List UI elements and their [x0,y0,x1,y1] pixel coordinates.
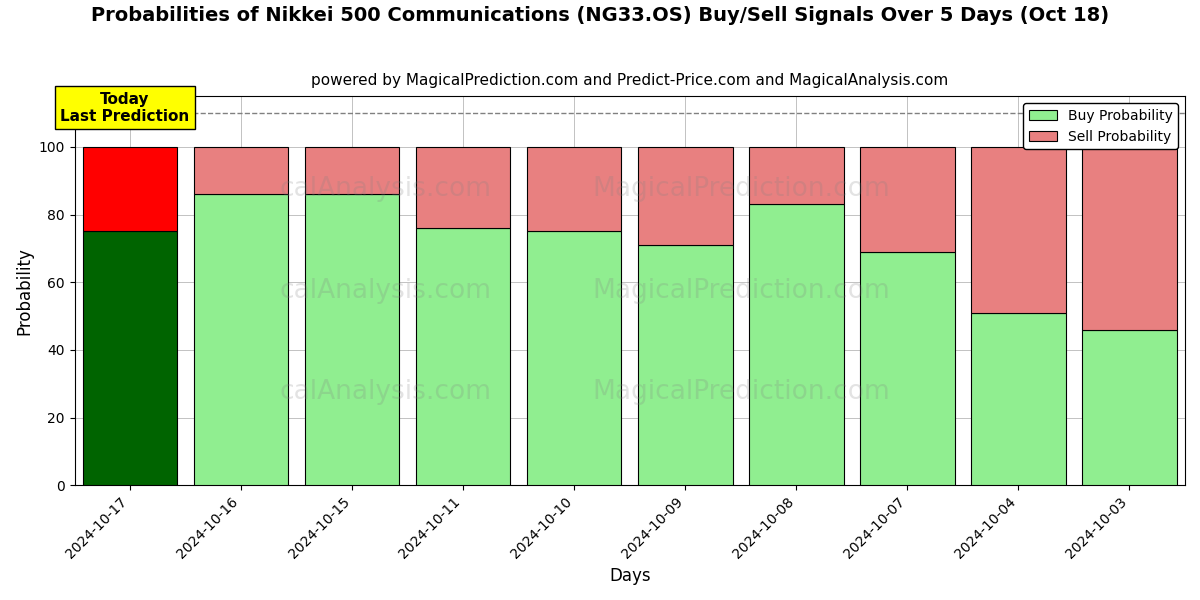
Text: Today
Last Prediction: Today Last Prediction [60,92,190,124]
Bar [860,147,955,252]
Text: Probabilities of Nikkei 500 Communications (NG33.OS) Buy/Sell Signals Over 5 Day: Probabilities of Nikkei 500 Communicatio… [91,6,1109,25]
Text: calAnalysis.com: calAnalysis.com [280,379,492,405]
Bar [971,147,1066,313]
Legend: Buy Probability, Sell Probability: Buy Probability, Sell Probability [1024,103,1178,149]
Bar [860,252,955,485]
Title: powered by MagicalPrediction.com and Predict-Price.com and MagicalAnalysis.com: powered by MagicalPrediction.com and Pre… [311,73,948,88]
Bar [305,194,400,485]
Bar [1082,329,1177,485]
Bar [194,194,288,485]
Text: calAnalysis.com: calAnalysis.com [280,176,492,202]
Y-axis label: Probability: Probability [16,247,34,335]
Text: calAnalysis.com: calAnalysis.com [280,278,492,304]
Bar [749,147,844,205]
Bar [527,147,622,232]
Bar [971,313,1066,485]
Bar [1082,147,1177,329]
Bar [305,147,400,194]
Text: MagicalPrediction.com: MagicalPrediction.com [592,278,889,304]
Bar [194,147,288,194]
Bar [83,232,178,485]
Bar [749,205,844,485]
Bar [83,147,178,232]
Bar [527,232,622,485]
X-axis label: Days: Days [610,567,650,585]
Bar [638,245,732,485]
Text: MagicalPrediction.com: MagicalPrediction.com [592,176,889,202]
Bar [416,228,510,485]
Bar [638,147,732,245]
Bar [416,147,510,228]
Text: MagicalPrediction.com: MagicalPrediction.com [592,379,889,405]
